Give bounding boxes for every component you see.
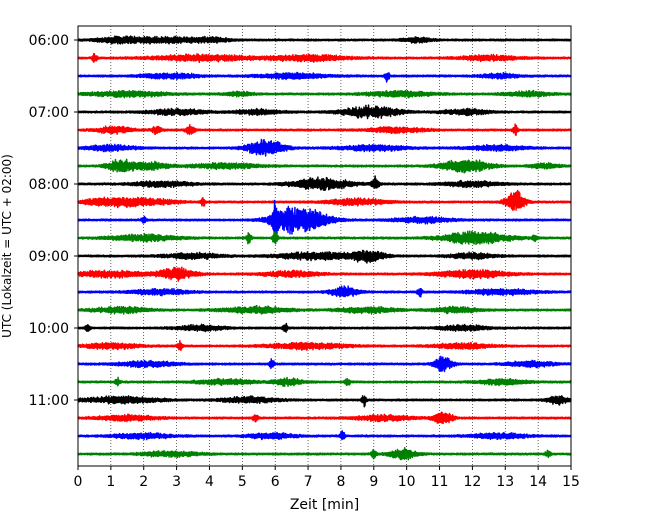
- x-tick-label: 7: [304, 474, 313, 490]
- trace-group: [77, 35, 572, 461]
- vertical-grid: [110, 26, 539, 466]
- x-tick-label: 15: [562, 474, 580, 490]
- trace-0615: [77, 52, 572, 64]
- trace-0845: [77, 230, 572, 246]
- trace-1145: [77, 447, 572, 461]
- x-tick-label: 12: [463, 474, 481, 490]
- x-axis-label: Zeit [min]: [290, 497, 359, 513]
- x-tick-label: 8: [336, 474, 345, 490]
- y-tick-label: 06:00: [29, 33, 69, 49]
- x-tick-label: 10: [398, 474, 416, 490]
- trace-1015: [77, 339, 572, 352]
- trace-0715: [77, 123, 572, 136]
- x-axis-ticks: 0 1 2 3 4 5 6 7 8 9 10 11 12 13 14 15: [74, 466, 580, 490]
- trace-0900: [77, 249, 572, 264]
- x-tick-label: 4: [205, 474, 214, 490]
- y-axis-label: UTC (Lokalzeit = UTC + 02:00): [0, 154, 14, 338]
- trace-0915: [77, 266, 572, 282]
- trace-0600: [77, 35, 572, 45]
- x-tick-label: 3: [172, 474, 181, 490]
- y-tick-label: 09:00: [29, 249, 69, 265]
- trace-1100: [77, 395, 572, 408]
- trace-1000: [77, 322, 572, 333]
- trace-0945: [77, 304, 572, 315]
- trace-0700: [77, 104, 572, 120]
- x-tick-label: 11: [431, 474, 449, 490]
- trace-0630: [77, 71, 572, 83]
- trace-0815: [77, 189, 572, 212]
- trace-0730: [77, 138, 572, 157]
- x-tick-label: 9: [369, 474, 378, 490]
- x-tick-label: 14: [529, 474, 547, 490]
- x-tick-label: 1: [106, 474, 115, 490]
- x-tick-label: 5: [238, 474, 247, 490]
- trace-0830: [77, 199, 572, 245]
- y-tick-label: 11:00: [29, 393, 69, 409]
- y-tick-label: 07:00: [29, 105, 69, 121]
- plot-frame: [77, 25, 572, 467]
- trace-0745: [77, 158, 572, 174]
- x-tick-label: 0: [74, 474, 83, 490]
- x-tick-label: 6: [271, 474, 280, 490]
- trace-1130: [77, 430, 572, 441]
- y-tick-label: 08:00: [29, 177, 69, 193]
- trace-0930: [77, 285, 572, 298]
- trace-0645: [77, 89, 572, 99]
- x-tick-label: 13: [496, 474, 514, 490]
- trace-1115: [77, 411, 572, 425]
- trace-1030: [77, 355, 572, 373]
- trace-1045: [77, 376, 572, 388]
- trace-0800: [77, 175, 572, 192]
- x-tick-label: 2: [139, 474, 148, 490]
- y-axis-ticks: 06:00 07:00 08:00 09:00 10:00 11:00: [29, 33, 78, 409]
- y-tick-label: 10:00: [29, 321, 69, 337]
